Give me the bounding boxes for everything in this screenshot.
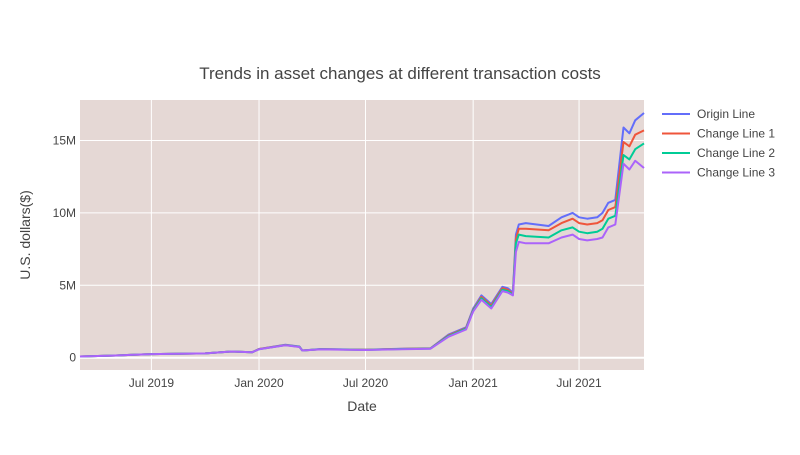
y-tick-label: 0 xyxy=(69,351,76,365)
y-tick-label: 15M xyxy=(53,134,76,148)
legend-label: Change Line 2 xyxy=(697,146,775,160)
legend-label: Change Line 3 xyxy=(697,166,775,180)
x-axis-title: Date xyxy=(347,398,377,414)
legend-label: Change Line 1 xyxy=(697,127,775,141)
y-tick-label: 10M xyxy=(53,206,76,220)
series-lines xyxy=(79,112,645,358)
y-tick-label: 5M xyxy=(59,278,76,292)
x-tick-label: Jul 2021 xyxy=(556,376,602,390)
y-axis-title: U.S. dollars($) xyxy=(17,190,33,279)
plot-area xyxy=(80,100,644,370)
x-tick-label: Jan 2021 xyxy=(448,376,498,390)
x-tick-label: Jul 2019 xyxy=(129,376,175,390)
x-tick-label: Jan 2020 xyxy=(234,376,284,390)
legend-label: Origin Line xyxy=(697,107,755,121)
x-tick-label: Jul 2020 xyxy=(343,376,389,390)
chart-title: Trends in asset changes at different tra… xyxy=(199,64,601,83)
legend: Origin Line Change Line 1 Change Line 2 Cha… xyxy=(662,107,775,180)
tick-labels: Jul 2019 Jan 2020 Jul 2020 Jan 2021 Jul 2021… xyxy=(53,134,602,390)
gridlines xyxy=(80,100,644,370)
series-line-4 xyxy=(79,159,645,358)
